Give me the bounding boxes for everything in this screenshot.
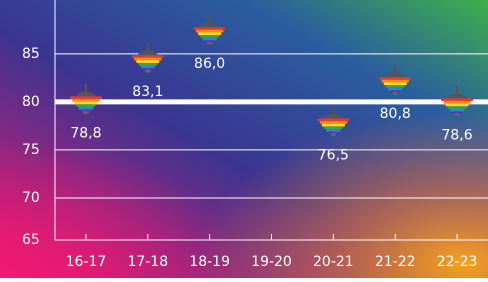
x-tick-label: 21-22	[375, 254, 416, 270]
marker-stripe	[202, 38, 216, 41]
marker-stripe	[196, 30, 224, 33]
marker-tip	[207, 42, 213, 45]
marker-stripe	[445, 104, 468, 107]
marker-stripe	[72, 99, 100, 102]
marker-tip	[454, 113, 460, 116]
x-tick-label: 17-18	[127, 254, 168, 270]
x-tick-label: 22-23	[437, 254, 478, 270]
marker-stripe	[322, 124, 345, 127]
marker-stripe	[326, 129, 340, 132]
x-tick-label: 20-21	[313, 254, 354, 270]
y-tick-label: 85	[22, 46, 40, 62]
y-tick-label: 70	[22, 190, 40, 206]
marker-stripe	[448, 106, 467, 109]
chart: 65 70 75 80 85 16-17 78,8 17-18 83,1 18-19 86,0 19-…	[0, 0, 488, 278]
marker-stripe	[74, 102, 97, 105]
marker-stripe	[381, 80, 409, 83]
marker-stripe	[132, 55, 164, 58]
marker-stripe	[136, 60, 159, 63]
marker-tip	[145, 70, 151, 73]
marker-tip	[330, 133, 336, 136]
marker-tip	[392, 92, 398, 95]
marker-stripe	[320, 121, 348, 124]
marker-stripe	[441, 98, 473, 101]
x-tick-label: 16-17	[66, 254, 107, 270]
marker-stripe	[386, 85, 405, 88]
value-label: 86,0	[194, 56, 225, 72]
value-label: 76,5	[318, 147, 349, 163]
marker-stripe	[77, 104, 96, 107]
marker-stripe	[324, 126, 343, 129]
x-tick-label: 18-19	[189, 254, 230, 270]
marker-stripe	[138, 63, 157, 66]
marker-stripe	[198, 32, 221, 35]
marker-stripe	[379, 77, 411, 80]
value-label: 78,6	[441, 127, 472, 143]
marker-stripe	[384, 82, 407, 85]
marker-stripe	[70, 96, 102, 99]
marker-stripe	[141, 65, 155, 68]
marker-stripe	[79, 107, 93, 110]
y-tick-label: 75	[22, 142, 40, 158]
marker-stripe	[443, 101, 471, 104]
value-label: 83,1	[132, 84, 163, 100]
y-tick-label: 80	[22, 94, 40, 110]
marker-stripe	[134, 58, 162, 61]
marker-stripe	[388, 88, 402, 91]
marker-stripe	[200, 35, 219, 38]
value-label: 80,8	[380, 106, 411, 122]
marker-stripe	[194, 27, 226, 30]
y-tick-label: 65	[22, 232, 40, 248]
marker-tip	[83, 111, 89, 114]
value-label: 78,8	[70, 125, 101, 141]
x-tick-label: 19-20	[251, 254, 292, 270]
marker-stripe	[450, 109, 464, 112]
marker-stripe	[317, 118, 349, 121]
